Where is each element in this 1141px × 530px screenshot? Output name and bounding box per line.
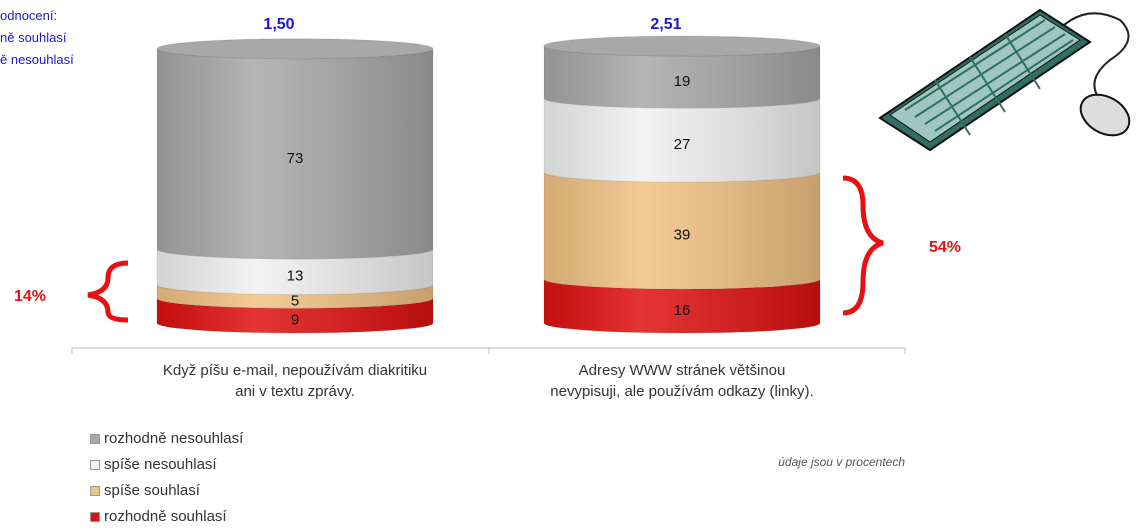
legend-item: spíše nesouhlasí	[90, 456, 217, 473]
legend-label: rozhodně souhlasí	[104, 508, 227, 525]
value-label: 19	[674, 73, 691, 90]
value-label: 13	[287, 268, 304, 285]
value-label: 39	[674, 227, 691, 244]
bracket-label: 54%	[929, 239, 961, 256]
scale-note: ě nesouhlasí	[0, 49, 74, 71]
legend-swatch	[90, 460, 100, 470]
legend-item: rozhodně nesouhlasí	[90, 430, 243, 447]
scale-note: odnocení:	[0, 5, 57, 27]
mean-label: 1,50	[263, 16, 294, 33]
value-label: 27	[674, 136, 691, 153]
category-label: Když píšu e-mail, nepoužívám diakritiku …	[155, 360, 435, 402]
value-label: 16	[674, 302, 691, 319]
scale-note: ně souhlasí	[0, 27, 67, 49]
legend-label: rozhodně nesouhlasí	[104, 430, 243, 447]
legend-swatch	[90, 512, 100, 522]
bracket	[88, 263, 128, 320]
value-label: 73	[287, 150, 304, 167]
mean-label: 2,51	[650, 16, 681, 33]
chart: 95137316392719 14% 54% 1,502,51	[0, 0, 1141, 530]
legend-swatch	[90, 434, 100, 444]
legend-label: spíše souhlasí	[104, 482, 200, 499]
page: 95137316392719 14% 54% 1,502,51 odnocení…	[0, 0, 1141, 530]
keyboard-clipart	[880, 10, 1137, 150]
legend-item: spíše souhlasí	[90, 482, 200, 499]
legend-label: spíše nesouhlasí	[104, 456, 217, 473]
legend-swatch	[90, 486, 100, 496]
bracket	[843, 178, 883, 313]
cylinder-top	[157, 39, 433, 59]
cylinder-top	[544, 36, 820, 56]
legend-item: rozhodně souhlasí	[90, 508, 227, 525]
value-label: 9	[291, 312, 299, 329]
footnote: údaje jsou v procentech	[705, 455, 905, 469]
category-label: Adresy WWW stránek většinou nevypisuji, …	[542, 360, 822, 402]
bracket-label: 14%	[14, 288, 46, 305]
